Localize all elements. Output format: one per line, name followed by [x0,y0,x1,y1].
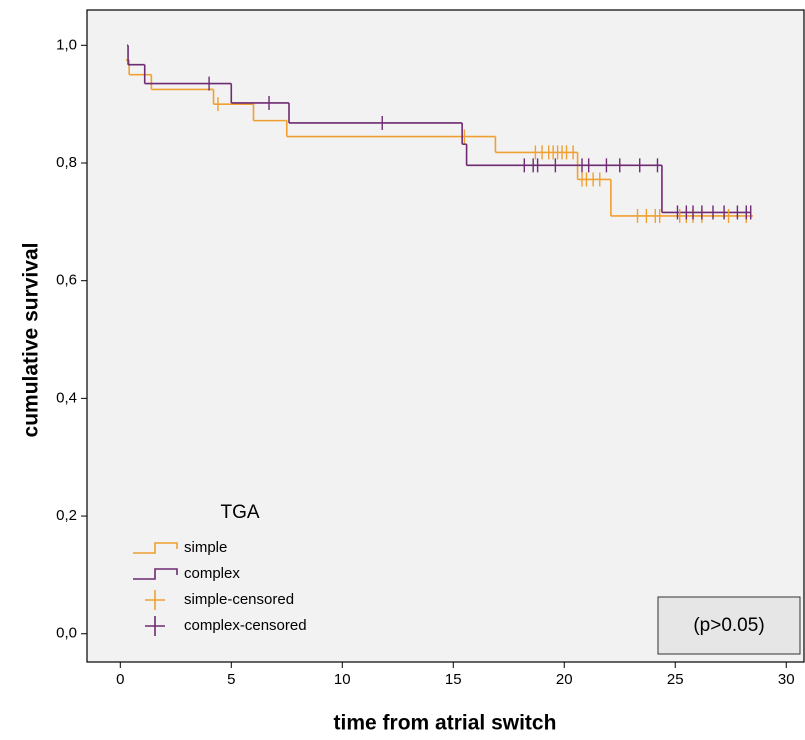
y-tick-label: 0,2 [56,507,77,524]
x-tick-label: 5 [227,671,235,688]
annotation: (p>0.05) [693,615,764,636]
y-tick-label: 0,0 [56,625,77,642]
x-tick-label: 10 [334,671,351,688]
legend-symbol [133,542,178,554]
legend-label: complex-censored [184,617,307,634]
y-tick-label: 0,8 [56,154,77,171]
y-tick-label: 0,6 [56,272,77,289]
legend-label: complex [184,565,240,582]
x-tick-label: 0 [116,671,124,688]
plot-area [86,9,805,663]
legend-symbol [145,616,165,636]
legend-label: simple [184,539,227,556]
x-tick-label: 30 [778,671,795,688]
y-tick-label: 1,0 [56,36,77,53]
y-axis-title: cumulative survival [20,243,43,438]
x-axis-title: time from atrial switch [334,712,557,735]
legend-title: TGA [220,502,259,523]
x-tick-label: 25 [667,671,684,688]
legend-label: simple-censored [184,591,294,608]
x-tick-label: 15 [445,671,462,688]
x-tick-label: 20 [556,671,573,688]
legend-symbol [133,568,178,580]
annotation-box [657,596,801,655]
y-tick-label: 0,4 [56,389,77,406]
legend-symbol [145,590,165,610]
